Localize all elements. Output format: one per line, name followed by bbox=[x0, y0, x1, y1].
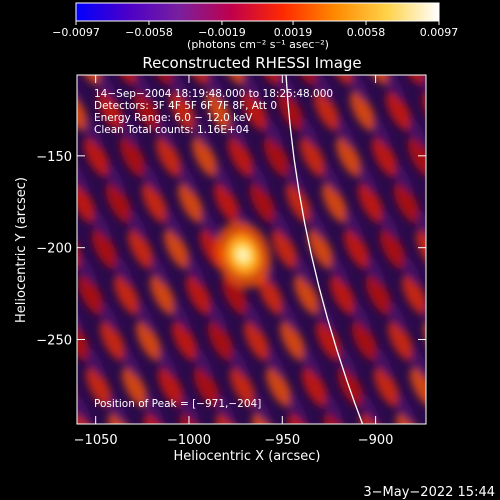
annotation-line: Energy Range: 6.0 − 12.0 keV bbox=[94, 112, 253, 124]
y-axis-ticks: −250 −200 −150 bbox=[36, 150, 426, 349]
colorbar-tick-label: 0.0097 bbox=[420, 26, 459, 39]
x-axis-label: Heliocentric X (arcsec) bbox=[174, 449, 321, 464]
footer-timestamp: 3−May−2022 15:44 bbox=[363, 485, 495, 500]
x-tick-label: −950 bbox=[264, 433, 300, 448]
colorbar-tick-label: −0.0058 bbox=[125, 26, 173, 39]
peak-position-label: Position of Peak = [−971,−204] bbox=[94, 398, 261, 410]
colorbar-tick-label: −0.0019 bbox=[198, 26, 246, 39]
colorbar-unit-label: (photons cm⁻² s⁻¹ asec⁻²) bbox=[187, 38, 329, 51]
solar-limb bbox=[285, 75, 364, 424]
colorbar-tick-label: 0.0058 bbox=[347, 26, 386, 39]
annotation-line: Clean Total counts: 1.16E+04 bbox=[94, 124, 249, 136]
heatmap-image bbox=[77, 75, 426, 424]
y-tick-label: −250 bbox=[36, 334, 72, 349]
x-tick-label: −900 bbox=[358, 433, 394, 448]
annotation-line: 14−Sep−2004 18:19:48.000 to 18:25:48.000 bbox=[94, 88, 333, 100]
y-tick-label: −150 bbox=[36, 150, 72, 165]
colorbar bbox=[75, 2, 440, 22]
chart-title: Reconstructed RHESSI Image bbox=[142, 54, 361, 72]
plot-frame bbox=[76, 74, 427, 425]
colorbar-tick-label: −0.0097 bbox=[52, 26, 100, 39]
y-tick-label: −200 bbox=[36, 242, 72, 257]
x-tick-label: −1000 bbox=[167, 433, 211, 448]
colorbar-ticks: −0.0097 −0.0058 −0.0019 0.0019 0.0058 0.0097 bbox=[52, 21, 458, 39]
annotation-line: Detectors: 3F 4F 5F 6F 7F 8F, Att 0 bbox=[94, 100, 277, 112]
x-tick-label: −1050 bbox=[74, 433, 118, 448]
x-axis-ticks: −1050 −1000 −950 −900 bbox=[74, 75, 394, 448]
y-axis-label: Heliocentric Y (arcsec) bbox=[14, 177, 29, 323]
annotations: 14−Sep−2004 18:19:48.000 to 18:25:48.000… bbox=[94, 88, 333, 410]
colorbar-tick-label: 0.0019 bbox=[274, 26, 313, 39]
